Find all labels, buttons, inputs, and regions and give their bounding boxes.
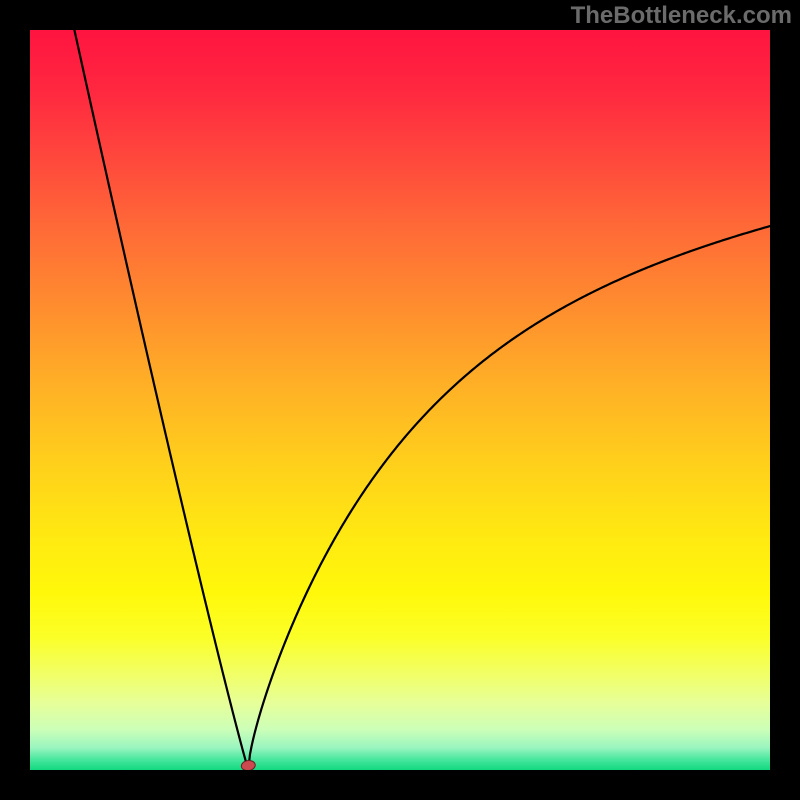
- plot-area: [30, 30, 770, 770]
- watermark-text: TheBottleneck.com: [571, 2, 792, 30]
- chart-svg: [30, 30, 770, 770]
- outer-frame: TheBottleneck.com: [0, 0, 800, 800]
- chart-background: [30, 30, 770, 770]
